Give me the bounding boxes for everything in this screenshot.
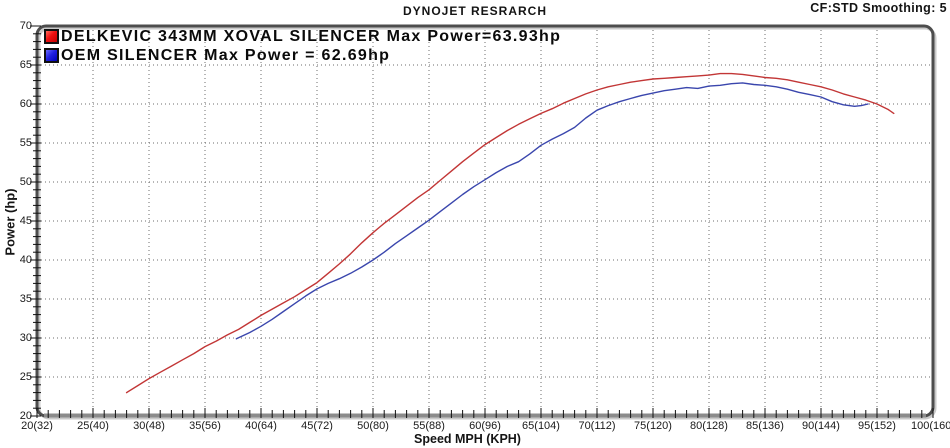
x-tick-label: 55(88) (413, 420, 445, 432)
x-axis-title: Speed MPH (KPH) (414, 432, 521, 446)
y-tick-label: 20 (19, 410, 32, 422)
x-tick-label: 75(120) (634, 420, 672, 432)
y-tick-label: 30 (19, 332, 32, 344)
legend: DELKEVIC 343MM XOVAL SILENCER Max Power=… (44, 27, 561, 65)
x-tick-label: 25(40) (77, 420, 109, 432)
x-tick-label: 100(160) (910, 420, 950, 432)
x-tick-label: 90(144) (802, 420, 840, 432)
y-tick-label: 40 (19, 254, 32, 266)
grid-lines (37, 26, 933, 416)
x-tick-label: 40(64) (245, 420, 277, 432)
y-axis-ticks (30, 25, 41, 417)
y-tick-label: 25 (19, 371, 32, 383)
smoothing-status: CF:STD Smoothing: 5 (810, 1, 947, 15)
x-axis-ticks (36, 408, 934, 418)
x-tick-label: 60(96) (469, 420, 501, 432)
blue-series-swatch-icon (44, 48, 59, 63)
x-tick-label: 30(48) (133, 420, 165, 432)
y-tick-label: 55 (19, 137, 32, 149)
y-tick-label: 35 (19, 293, 32, 305)
series-curve-delkevic (125, 72, 895, 394)
legend-item-delkevic: DELKEVIC 343MM XOVAL SILENCER Max Power=… (44, 27, 561, 46)
y-tick-label: 50 (19, 176, 32, 188)
x-tick-label: 65(104) (522, 420, 560, 432)
x-tick-label: 35(56) (189, 420, 221, 432)
x-tick-label: 70(112) (578, 420, 616, 432)
y-tick-label: 60 (19, 98, 32, 110)
y-tick-label: 70 (19, 20, 32, 32)
x-tick-label: 50(80) (357, 420, 389, 432)
x-tick-label: 45(72) (301, 420, 333, 432)
y-tick-label: 65 (19, 59, 32, 71)
plot-frame-shadow (37, 26, 937, 420)
x-tick-label: 80(128) (690, 420, 728, 432)
y-tick-label: 45 (19, 215, 32, 227)
x-tick-label: 95(152) (858, 420, 896, 432)
red-series-swatch-icon (44, 29, 59, 44)
legend-label-oem: OEM SILENCER Max Power = 62.69hp (61, 46, 391, 64)
legend-item-oem: OEM SILENCER Max Power = 62.69hp (44, 46, 561, 65)
legend-label-delkevic: DELKEVIC 343MM XOVAL SILENCER Max Power=… (61, 27, 562, 45)
page-title: DYNOJET RESRARCH (402, 4, 547, 18)
series-curve-oem (235, 82, 869, 340)
x-tick-label: 20(32) (21, 420, 53, 432)
x-tick-label: 85(136) (746, 420, 784, 432)
